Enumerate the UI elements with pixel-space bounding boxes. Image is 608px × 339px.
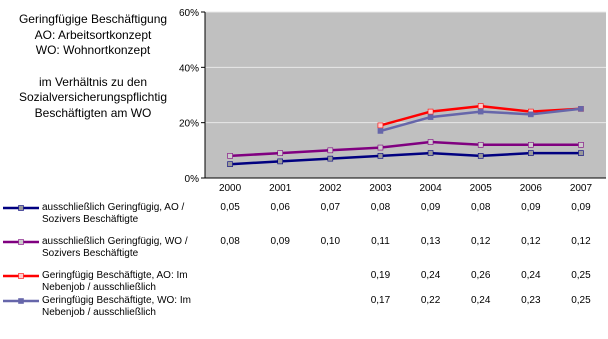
table-cell: 0,12 <box>571 236 591 247</box>
data-point <box>477 153 484 159</box>
data-point <box>477 103 484 109</box>
table-cell: 0,12 <box>470 236 491 247</box>
data-point <box>578 106 584 112</box>
table-cell: 0,09 <box>420 202 441 213</box>
x-tick-label: 2002 <box>319 183 342 194</box>
table-cell: 0,24 <box>521 270 541 281</box>
title-line: Beschäftigten am WO <box>34 105 152 120</box>
legend-key <box>3 273 39 279</box>
data-point <box>528 142 534 148</box>
title-line: WO: Wohnortkonzept <box>35 43 151 57</box>
data-point <box>477 108 484 115</box>
table-cell: 0,12 <box>521 236 541 247</box>
title-line: AO: Arbeitsortkonzept <box>34 27 152 42</box>
title-line: Sozialversicherungspflichtig <box>18 90 168 104</box>
legend-label: Geringfügig Beschäftigte, AO: Im Nebenjo… <box>42 270 188 293</box>
data-point <box>227 161 233 167</box>
table-cell: 0,06 <box>270 202 290 213</box>
legend-key <box>3 298 39 304</box>
data-point <box>578 142 584 148</box>
table-cell: 0,26 <box>470 270 491 281</box>
data-point <box>427 139 434 145</box>
table-cell: 0,25 <box>571 270 591 281</box>
table-cell: 0,10 <box>320 236 341 247</box>
table-cell: 0,13 <box>420 236 441 247</box>
data-point <box>327 155 334 162</box>
data-point <box>477 142 484 148</box>
y-tick-label: 40% <box>179 63 199 74</box>
x-tick-label: 2001 <box>269 183 292 194</box>
table-cell: 0,09 <box>571 202 591 213</box>
legend-key <box>3 239 39 245</box>
table-cell: 0,07 <box>320 202 341 213</box>
data-point <box>377 144 384 151</box>
data-point <box>377 128 384 134</box>
table-cell: 0,22 <box>420 295 441 306</box>
series-line <box>230 140 581 158</box>
data-point <box>578 150 584 156</box>
table-cell: 0,19 <box>370 270 391 281</box>
data-point <box>528 150 534 156</box>
table-cell: 0,08 <box>370 202 391 213</box>
table-cell: 0,24 <box>420 270 441 281</box>
x-tick-label: 2007 <box>570 183 593 194</box>
title-line: im Verhältnis zu den <box>38 74 148 89</box>
x-tick-label: 2005 <box>470 183 493 194</box>
table-cell: 0,25 <box>571 295 591 306</box>
plot-area <box>205 12 606 178</box>
table-cell: 0,09 <box>521 202 541 213</box>
legend-key <box>3 205 39 211</box>
data-point <box>277 158 283 165</box>
title-line: Geringfügige Beschäftigung <box>18 12 168 26</box>
series-line <box>230 151 581 166</box>
data-point <box>427 108 434 115</box>
data-point <box>227 153 233 159</box>
table-cell: 0,11 <box>371 236 390 247</box>
data-point <box>327 147 334 154</box>
table-cell: 0,08 <box>470 202 491 213</box>
table-cell: 0,17 <box>370 295 391 306</box>
x-tick-label: 2004 <box>419 183 442 194</box>
legend-label: Geringfügig Beschäftigte, WO: Im Nebenjo… <box>42 295 191 318</box>
table-cell: 0,08 <box>220 236 240 247</box>
y-tick-label: 60% <box>179 8 199 19</box>
table-cell: 0,23 <box>521 295 541 306</box>
data-point <box>427 114 434 120</box>
x-tick-label: 2003 <box>369 183 392 194</box>
legend-label: ausschließlich Geringfügig, AO / Soziver… <box>42 202 185 225</box>
y-tick-label: 20% <box>179 119 199 130</box>
chart-title: Geringfügige Beschäftigung AO: Arbeitsor… <box>0 12 186 121</box>
table-cell: 0,09 <box>270 236 290 247</box>
data-point <box>377 153 384 159</box>
data-point <box>427 150 434 156</box>
data-point <box>377 122 384 129</box>
data-point <box>277 150 283 156</box>
table-cell: 0,24 <box>470 295 491 306</box>
data-point <box>528 111 534 118</box>
y-tick-label: 0% <box>185 174 200 185</box>
x-tick-label: 2006 <box>520 183 543 194</box>
legend-label: ausschließlich Geringfügig, WO / Soziver… <box>42 236 188 259</box>
table-cell: 0,05 <box>220 202 240 213</box>
x-tick-label: 2000 <box>219 183 242 194</box>
